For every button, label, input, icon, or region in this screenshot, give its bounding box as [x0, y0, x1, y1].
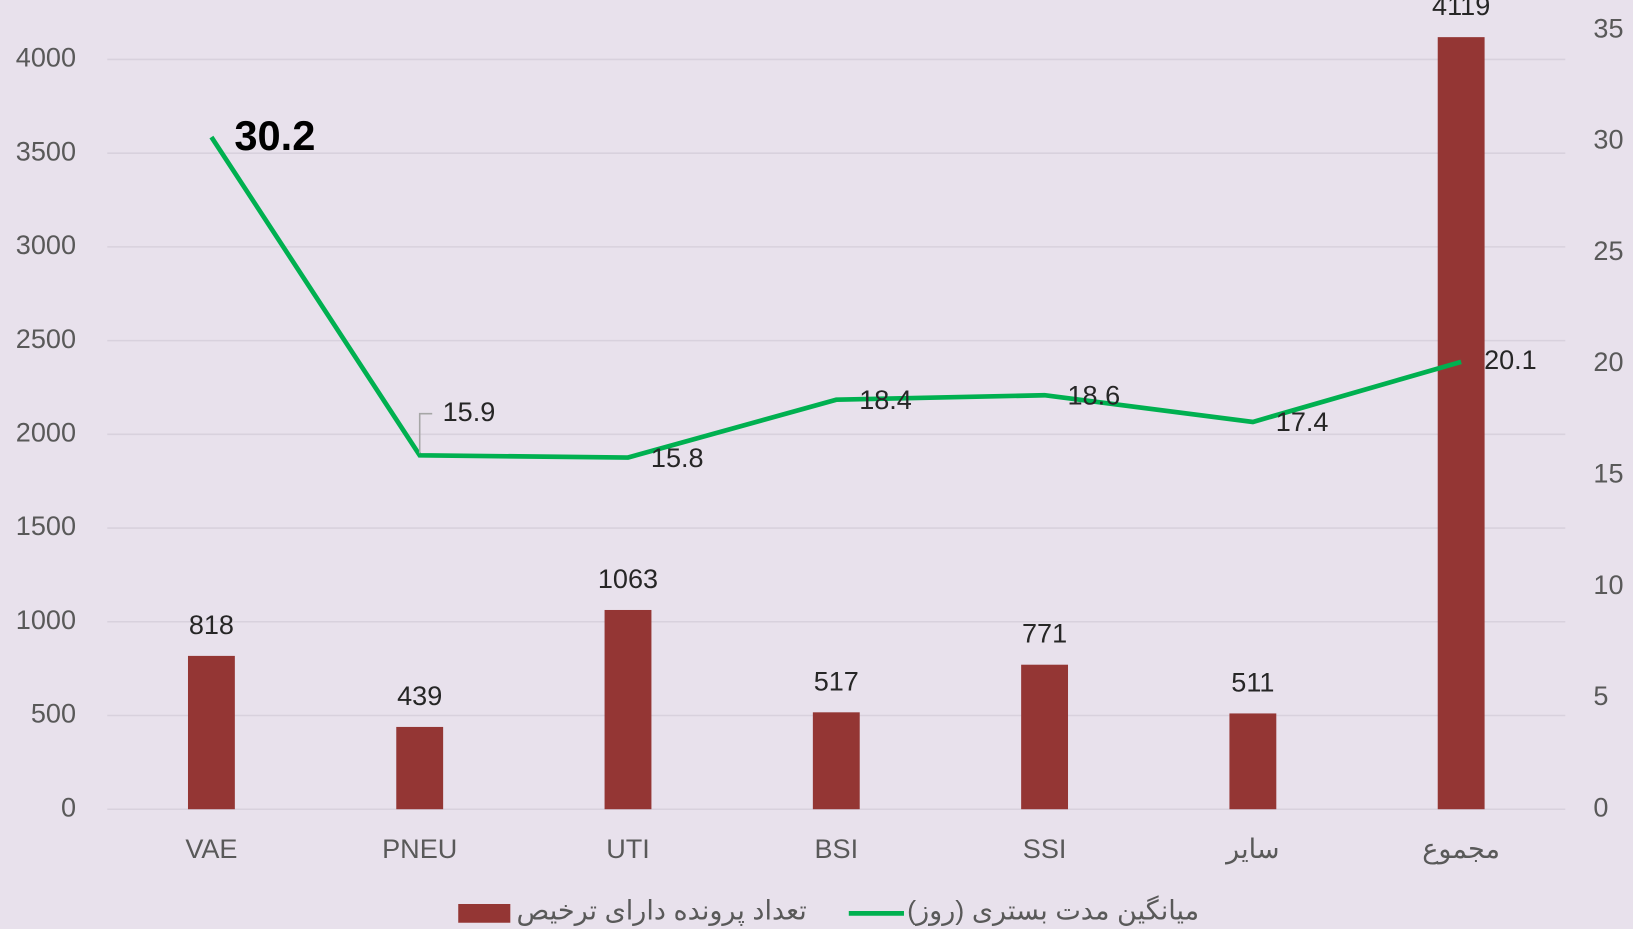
- x-tick-label: VAE: [185, 833, 237, 864]
- bar: [1437, 37, 1485, 810]
- y2-tick-label: 25: [1593, 235, 1623, 266]
- bar: [1021, 664, 1069, 810]
- legend-label: میانگین مدت بستری (روز): [907, 894, 1199, 926]
- y-tick-label: 3000: [16, 229, 76, 260]
- y-tick-label: 1500: [16, 510, 76, 541]
- bar: [812, 712, 860, 810]
- line-value-label: 15.8: [651, 442, 704, 473]
- bar-value-label: 439: [397, 680, 442, 711]
- y-tick-label: 2000: [16, 416, 76, 447]
- y-tick-label: 1000: [16, 604, 76, 635]
- bar-value-label: 1063: [598, 563, 658, 594]
- y2-tick-label: 30: [1593, 124, 1623, 155]
- bar-value-label: 771: [1022, 618, 1067, 649]
- x-tick-label: PNEU: [382, 833, 457, 864]
- x-tick-label: سایر: [1224, 833, 1279, 865]
- bar-value-label: 818: [189, 609, 234, 640]
- y2-tick-label: 5: [1593, 680, 1608, 711]
- bar-value-label: 511: [1231, 666, 1274, 697]
- legend-swatch: [458, 903, 511, 923]
- bar: [604, 609, 652, 810]
- line: [209, 135, 1462, 460]
- line-value-label: 20.1: [1484, 344, 1537, 375]
- line-value-label: 18.4: [859, 384, 912, 415]
- bar: [1229, 713, 1277, 810]
- x-tick-label: مجموع: [1422, 833, 1500, 865]
- y-tick-label: 0: [61, 791, 76, 822]
- y-tick-label: 500: [31, 698, 76, 729]
- bar-value-label: 4119: [1432, 0, 1490, 21]
- legend-label: تعداد پرونده دارای ترخیص: [517, 894, 807, 926]
- bar: [187, 655, 235, 810]
- line-value-label: 15.9: [443, 396, 496, 427]
- y2-tick-label: 0: [1593, 791, 1608, 822]
- y2-tick-label: 10: [1593, 569, 1623, 600]
- y-tick-label: 2500: [16, 323, 76, 354]
- bar: [396, 726, 444, 810]
- line-value-label: 30.2: [234, 112, 315, 159]
- y-tick-label: 3500: [16, 135, 76, 166]
- x-tick-label: BSI: [814, 833, 858, 864]
- y2-tick-label: 15: [1593, 458, 1623, 489]
- leader-line: [418, 412, 433, 454]
- y-tick-label: 4000: [16, 42, 76, 73]
- line-value-label: 17.4: [1276, 406, 1329, 437]
- x-tick-label: SSI: [1023, 833, 1067, 864]
- bar-value-label: 517: [814, 665, 859, 696]
- line-value-label: 18.6: [1067, 379, 1120, 410]
- y2-tick-label: 20: [1593, 346, 1623, 377]
- y2-tick-label: 35: [1593, 12, 1623, 43]
- x-tick-label: UTI: [606, 833, 650, 864]
